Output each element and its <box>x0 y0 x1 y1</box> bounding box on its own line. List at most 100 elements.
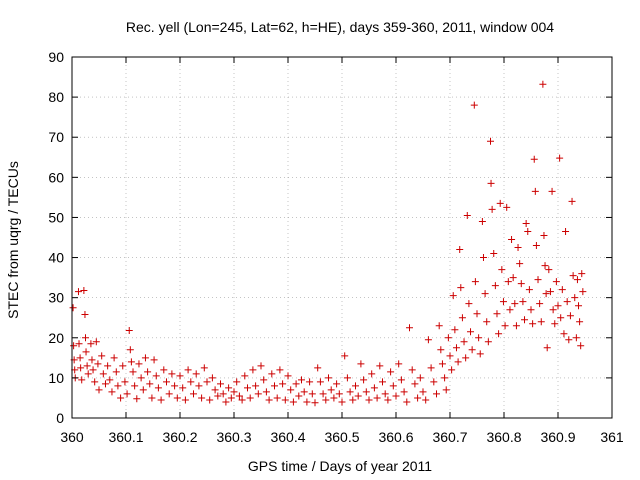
data-point <box>84 370 92 378</box>
data-point <box>284 372 292 380</box>
data-point <box>190 390 197 398</box>
data-point <box>554 302 562 310</box>
data-point <box>144 368 152 376</box>
data-point <box>539 80 547 88</box>
data-point <box>575 302 583 310</box>
data-point <box>227 394 235 402</box>
data-point <box>458 314 466 322</box>
data-point <box>406 324 413 332</box>
data-point <box>493 310 501 318</box>
data-point <box>527 306 535 314</box>
data-point <box>98 352 106 360</box>
data-point <box>265 396 273 404</box>
data-point <box>168 370 176 378</box>
data-point <box>471 278 479 286</box>
data-point <box>532 242 540 250</box>
data-point <box>354 392 362 400</box>
data-point <box>110 354 118 362</box>
data-point <box>414 394 422 402</box>
data-point <box>479 254 487 262</box>
data-point <box>416 374 424 382</box>
data-point <box>562 227 570 235</box>
data-point <box>141 354 149 362</box>
data-point <box>365 396 373 404</box>
data-point <box>384 396 392 404</box>
data-point <box>397 376 405 384</box>
x-tick-label: 360.6 <box>378 429 413 445</box>
data-point <box>534 276 542 284</box>
data-point <box>246 394 254 402</box>
data-point <box>292 380 300 388</box>
data-point <box>357 360 365 368</box>
y-tick-label: 60 <box>48 169 64 185</box>
data-point <box>325 374 332 382</box>
data-point <box>139 386 147 394</box>
data-point <box>569 272 577 280</box>
data-point <box>548 187 556 195</box>
data-point <box>565 336 573 344</box>
data-point <box>76 354 84 362</box>
data-point <box>470 101 478 109</box>
data-point <box>379 378 386 386</box>
y-tick-label: 0 <box>56 410 64 426</box>
data-point <box>152 372 160 380</box>
data-point <box>165 390 173 398</box>
data-point <box>549 306 557 314</box>
data-point <box>157 396 165 404</box>
data-point <box>568 197 576 205</box>
y-tick-label: 30 <box>48 290 64 306</box>
x-tick-label: 360.1 <box>108 429 143 445</box>
y-tick-label: 90 <box>48 49 64 65</box>
data-point <box>173 394 181 402</box>
data-point <box>295 392 303 400</box>
data-point <box>82 334 89 342</box>
data-point <box>279 380 287 388</box>
data-point <box>78 376 86 384</box>
data-point <box>531 187 539 195</box>
data-point <box>422 396 430 404</box>
data-point <box>171 382 179 390</box>
data-point <box>200 364 208 372</box>
data-point <box>260 376 268 384</box>
data-point <box>451 326 459 334</box>
data-point <box>80 286 88 294</box>
data-point <box>233 378 241 386</box>
data-point <box>112 368 120 376</box>
tick-labels: 360 360.1 360.2 360.3 360.4 360.5 360.6 360.7 36… <box>48 49 623 445</box>
data-point <box>257 362 265 370</box>
data-point <box>449 292 457 300</box>
data-point <box>222 398 230 406</box>
data-point <box>498 266 506 274</box>
y-tick-label: 20 <box>48 330 64 346</box>
data-point <box>195 382 203 390</box>
data-point <box>338 398 346 406</box>
data-point <box>333 380 341 388</box>
data-point <box>303 398 311 406</box>
data-point <box>91 378 99 386</box>
data-point <box>468 346 476 354</box>
data-point <box>341 352 349 360</box>
data-point <box>456 246 464 254</box>
data-point <box>496 199 504 207</box>
data-point <box>529 320 537 328</box>
data-point <box>176 372 184 380</box>
data-point <box>408 366 416 374</box>
data-point <box>476 350 484 358</box>
data-point <box>577 342 585 350</box>
data-point <box>74 288 82 296</box>
data-point <box>514 244 522 252</box>
data-point <box>504 278 512 286</box>
data-point <box>150 356 158 364</box>
data-point <box>319 390 327 398</box>
data-point <box>460 338 468 346</box>
data-point <box>289 398 297 406</box>
data-point <box>206 396 214 404</box>
data-point <box>203 378 211 386</box>
data-point <box>154 384 162 392</box>
data-point <box>127 358 135 366</box>
x-tick-label: 360.5 <box>324 429 359 445</box>
grid-lines <box>72 57 612 418</box>
data-point <box>495 330 503 338</box>
data-point <box>252 382 260 390</box>
